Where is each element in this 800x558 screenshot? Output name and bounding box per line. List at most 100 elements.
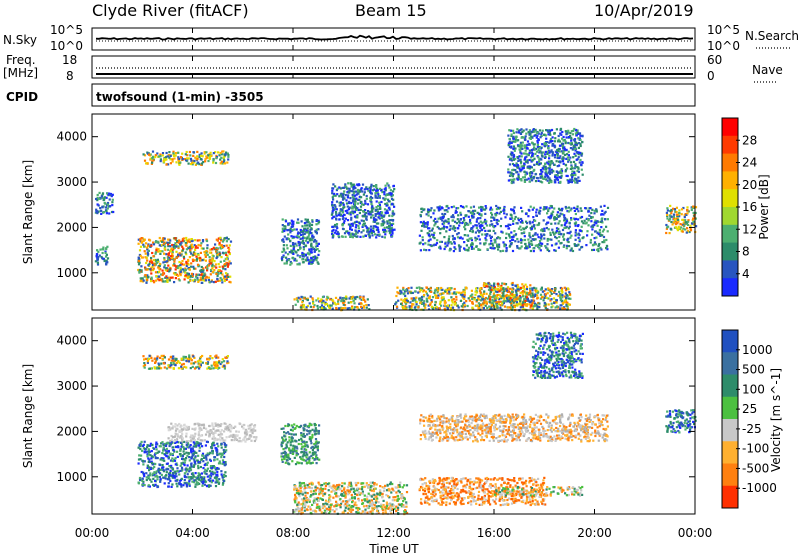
echo-point: [412, 300, 414, 302]
echo-point: [513, 159, 515, 161]
echo-point: [369, 187, 371, 189]
echo-point: [162, 154, 164, 156]
echo-point: [357, 307, 359, 309]
echo-point: [155, 275, 157, 277]
echo-point: [568, 241, 570, 243]
echo-point: [426, 293, 428, 295]
echo-point: [196, 151, 198, 153]
echo-point: [471, 307, 473, 309]
y-tick-label: 4000: [56, 130, 87, 144]
echo-point: [289, 231, 291, 233]
echo-point: [283, 225, 285, 227]
echo-point: [360, 201, 362, 203]
echo-point: [388, 207, 390, 209]
echo-point: [281, 251, 283, 253]
echo-point: [597, 225, 599, 227]
echo-point: [216, 278, 218, 280]
echo-point: [483, 285, 485, 287]
echo-point: [493, 292, 495, 294]
echo-point: [332, 234, 334, 236]
echo-point: [537, 156, 539, 158]
echo-point: [520, 133, 522, 135]
echo-point: [180, 271, 182, 273]
echo-point: [567, 156, 569, 158]
echo-point: [561, 294, 563, 296]
echo-point: [149, 268, 151, 270]
echo-point: [359, 222, 361, 224]
echo-point: [351, 307, 353, 309]
echo-point: [476, 224, 478, 226]
echo-point: [557, 211, 559, 213]
echo-point: [678, 209, 680, 211]
echo-point: [512, 220, 514, 222]
echo-point: [536, 308, 538, 310]
echo-point: [199, 447, 201, 449]
echo-point: [345, 194, 347, 196]
echo-point: [565, 130, 567, 132]
echo-point: [177, 245, 179, 247]
echo-point: [227, 156, 229, 158]
echo-point: [509, 301, 511, 303]
echo-point: [227, 264, 229, 266]
echo-point: [204, 272, 206, 274]
echo-point: [221, 281, 223, 283]
echo-point: [472, 210, 474, 212]
echo-point: [346, 212, 348, 214]
echo-point: [503, 209, 505, 211]
echo-point: [211, 281, 213, 283]
echo-point: [517, 145, 519, 147]
echo-point: [186, 157, 188, 159]
echo-point: [161, 250, 163, 252]
echo-point: [167, 249, 169, 251]
echo-point: [606, 245, 608, 247]
echo-point: [138, 263, 140, 265]
echo-point: [450, 296, 452, 298]
echo-point: [292, 257, 294, 259]
echo-point: [375, 213, 377, 215]
echo-point: [535, 180, 537, 182]
echo-point: [487, 282, 489, 284]
echo-point: [559, 155, 561, 157]
echo-point: [494, 239, 496, 241]
echo-point: [354, 229, 356, 231]
echo-point: [339, 297, 341, 299]
echo-point: [298, 297, 300, 299]
echo-point: [512, 130, 514, 132]
echo-point: [567, 159, 569, 161]
echo-point: [473, 206, 475, 208]
echo-point: [153, 259, 155, 261]
echo-point: [574, 243, 576, 245]
echo-point: [312, 237, 314, 239]
echo-point: [217, 275, 219, 277]
echo-point: [178, 261, 180, 263]
echo-point: [360, 196, 362, 198]
echo-point: [327, 297, 329, 299]
echo-point: [519, 300, 521, 302]
echo-point: [543, 234, 545, 236]
echo-point: [461, 305, 463, 307]
echo-point: [551, 303, 553, 305]
echo-point: [550, 181, 552, 183]
echo-point: [545, 174, 547, 176]
echo-point: [551, 140, 553, 142]
echo-point: [571, 143, 573, 145]
echo-point: [565, 305, 567, 307]
echo-point: [345, 199, 347, 201]
echo-point: [576, 159, 578, 161]
echo-point: [465, 300, 467, 302]
echo-point: [538, 210, 540, 212]
echo-point: [500, 218, 502, 220]
echo-point: [449, 249, 451, 251]
echo-point: [545, 170, 547, 172]
echo-point: [558, 240, 560, 242]
echo-point: [423, 300, 425, 302]
echo-point: [413, 297, 415, 299]
echo-point: [170, 277, 172, 279]
echo-point: [364, 191, 366, 193]
echo-point: [551, 205, 553, 207]
echo-point: [690, 228, 692, 230]
echo-point: [372, 189, 374, 191]
echo-point: [496, 219, 498, 221]
echo-point: [434, 218, 436, 220]
